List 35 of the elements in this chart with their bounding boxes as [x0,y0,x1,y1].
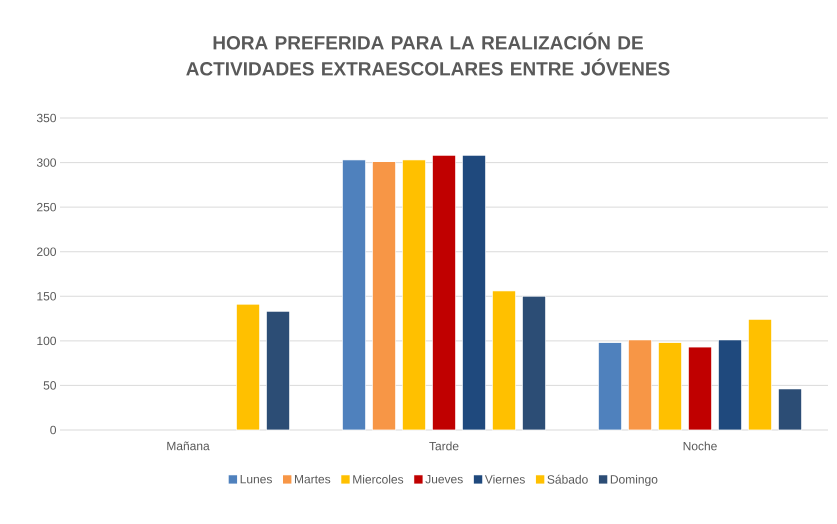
bar [266,311,290,430]
legend-label: Sábado [547,474,588,484]
bar [522,296,546,430]
y-tick-label: 0 [50,426,56,434]
y-tick-label: 300 [36,158,56,167]
bar [402,160,426,430]
y-tick-label: 350 [36,114,56,122]
bar [688,346,712,430]
y-tick-label: 150 [37,292,56,301]
legend-label: Lunes [240,475,272,484]
bar [492,290,516,430]
x-tick-label: Noche [684,442,717,450]
legend-label: Martes [294,475,330,484]
legend-label: Viernes [484,474,525,484]
y-tick-label: 100 [37,336,56,346]
legend-label: Jueves [425,475,463,484]
y-tick-label: 50 [44,381,56,390]
legend-label: Domingo [610,474,658,486]
bar [778,388,802,430]
bar [236,304,260,430]
x-tick-label: Tarde [429,442,458,450]
bar [718,340,742,430]
y-tick-label: 200 [37,247,56,256]
bar [462,155,486,430]
bar [628,340,652,430]
bar [658,342,682,430]
bar [342,160,366,430]
x-tick-label: Mañana [167,442,210,450]
bar [748,319,772,430]
legend-label: Miercoles [353,474,404,484]
y-tick-label: 250 [37,202,56,212]
chart-title: HORA PREFERIDA PARA LA REALIZACIÓN DE ACTIVIDADES EXTRAESCOLARES ENTRE JÓVENES [186,32,670,76]
bar [372,161,396,430]
bar [598,342,622,430]
bar [432,155,456,430]
